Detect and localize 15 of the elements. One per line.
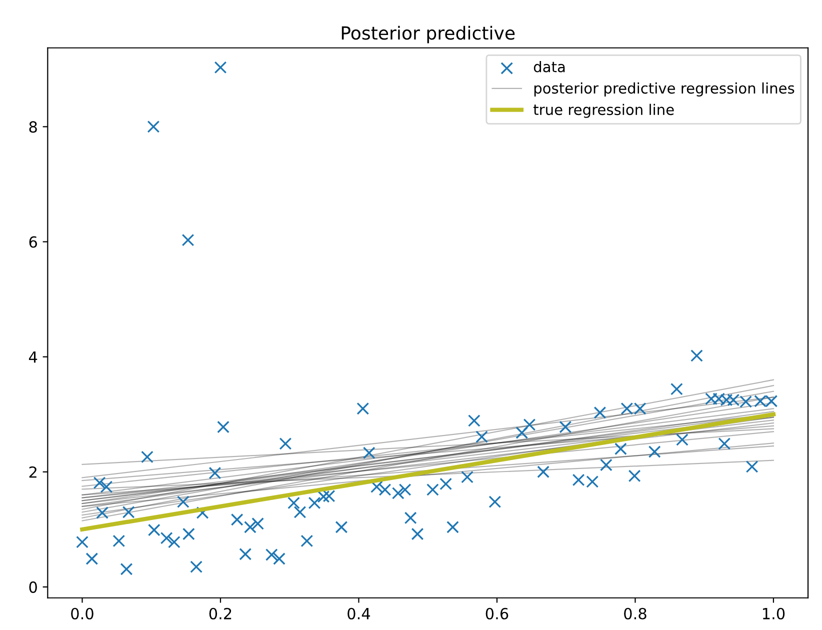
legend-label: true regression line	[533, 104, 674, 118]
x-tick-label: 1.0	[762, 608, 785, 620]
x-tick-label: 0.0	[71, 608, 94, 620]
legend-label: data	[534, 61, 565, 72]
x-tick-label: 0.4	[348, 608, 370, 620]
y-tick-label: 8	[29, 121, 37, 133]
y-tick-label: 2	[29, 466, 36, 478]
y-tick-label: 6	[29, 236, 37, 248]
chart-title: Posterior predictive	[342, 26, 515, 44]
x-tick-label: 0.6	[486, 608, 508, 620]
y-tick-label: 0	[29, 581, 37, 593]
x-tick-label: 0.2	[209, 608, 232, 620]
x-tick-label: 0.8	[624, 608, 646, 620]
y-tick-label: 4	[28, 351, 38, 363]
legend-label: posterior predictive regression lines	[534, 82, 794, 97]
